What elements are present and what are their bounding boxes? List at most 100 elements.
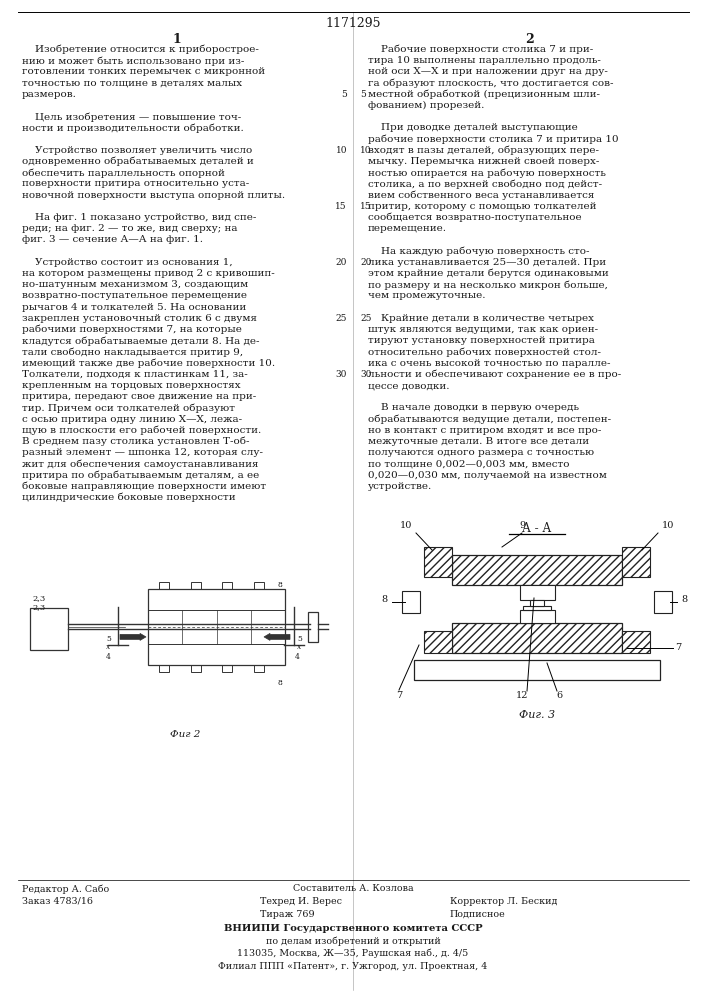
Text: размеров.: размеров.	[22, 90, 77, 99]
Text: 30: 30	[360, 370, 371, 379]
Text: столика, а по верхней свободно под дейст-: столика, а по верхней свободно под дейст…	[368, 179, 602, 189]
Bar	[223, 665, 233, 672]
Text: Заказ 4783/16: Заказ 4783/16	[22, 897, 93, 906]
Text: Подписное: Подписное	[450, 910, 506, 919]
Text: 12: 12	[515, 692, 528, 700]
Text: Техред И. Верес: Техред И. Верес	[260, 897, 342, 906]
Text: 2,3: 2,3	[32, 603, 45, 611]
Text: лика устанавливается 25—30 деталей. При: лика устанавливается 25—30 деталей. При	[368, 258, 606, 267]
Text: 10: 10	[662, 521, 674, 530]
Text: Цель изобретения — повышение точ-: Цель изобретения — повышение точ-	[22, 112, 241, 122]
Bar	[254, 665, 264, 672]
Text: 1171295: 1171295	[325, 17, 381, 30]
Text: точностью по толщине в деталях малых: точностью по толщине в деталях малых	[22, 79, 242, 88]
Text: по делам изобретений и открытий: по делам изобретений и открытий	[266, 937, 440, 946]
Text: Филиал ППП «Патент», г. Ужгород, ул. Проектная, 4: Филиал ППП «Патент», г. Ужгород, ул. Про…	[218, 962, 488, 971]
Text: x: x	[106, 643, 110, 651]
Text: поверхности притира относительно уста-: поверхности притира относительно уста-	[22, 179, 250, 188]
Text: но в контакт с притиром входят и все про-: но в контакт с притиром входят и все про…	[368, 426, 602, 435]
Text: Фиг 2: Фиг 2	[170, 730, 200, 739]
Text: ВНИИПИ Государственного комитета СССР: ВНИИПИ Государственного комитета СССР	[223, 924, 482, 933]
Text: местной обработкой (прецизионным шли-: местной обработкой (прецизионным шли-	[368, 90, 600, 99]
Text: ной оси Х—Х и при наложении друг на дру-: ной оси Х—Х и при наложении друг на дру-	[368, 67, 608, 76]
Text: разный элемент — шпонка 12, которая слу-: разный элемент — шпонка 12, которая слу-	[22, 448, 263, 457]
Text: 10: 10	[336, 146, 347, 155]
Text: одновременно обрабатываемых деталей и: одновременно обрабатываемых деталей и	[22, 157, 254, 166]
Text: но-шатунным механизмом 3, создающим: но-шатунным механизмом 3, создающим	[22, 280, 248, 289]
Text: притир, которому с помощью толкателей: притир, которому с помощью толкателей	[368, 202, 597, 211]
Text: готовлении тонких перемычек с микронной: готовлении тонких перемычек с микронной	[22, 67, 265, 76]
Text: тируют установку поверхностей притира: тируют установку поверхностей притира	[368, 336, 595, 345]
Text: обеспечить параллельность опорной: обеспечить параллельность опорной	[22, 168, 225, 178]
Text: 9: 9	[519, 521, 525, 530]
Text: В начале доводки в первую очередь: В начале доводки в первую очередь	[368, 403, 579, 412]
Text: ика с очень высокой точностью по паралле-: ика с очень высокой точностью по паралле…	[368, 359, 611, 368]
Text: цилиндрические боковые поверхности: цилиндрические боковые поверхности	[22, 493, 235, 502]
Text: тир. Причем оси толкателей образуют: тир. Причем оси толкателей образуют	[22, 403, 235, 413]
Text: Изобретение относится к приборострое-: Изобретение относится к приборострое-	[22, 45, 259, 54]
Text: тира 10 выполнены параллельно продоль-: тира 10 выполнены параллельно продоль-	[368, 56, 601, 65]
Text: ностью опирается на рабочую поверхность: ностью опирается на рабочую поверхность	[368, 168, 606, 178]
Text: x: x	[297, 643, 301, 651]
Text: 5: 5	[297, 635, 302, 643]
Text: перемещение.: перемещение.	[368, 224, 447, 233]
Bar	[452, 555, 622, 585]
Text: Тираж 769: Тираж 769	[260, 910, 315, 919]
Text: кладутся обрабатываемые детали 8. На де-: кладутся обрабатываемые детали 8. На де-	[22, 336, 259, 346]
Text: рабочими поверхностями 7, на которые: рабочими поверхностями 7, на которые	[22, 325, 242, 334]
Text: 10: 10	[360, 146, 371, 155]
Text: тали свободно накладывается притир 9,: тали свободно накладывается притир 9,	[22, 347, 243, 357]
Bar	[191, 582, 201, 589]
Text: фованием) прорезей.: фованием) прорезей.	[368, 101, 484, 110]
Bar	[424, 631, 452, 653]
Text: 20: 20	[360, 258, 371, 267]
Bar	[520, 585, 555, 600]
Text: Составитель А. Козлова: Составитель А. Козлова	[293, 884, 414, 893]
Text: ности и производительности обработки.: ности и производительности обработки.	[22, 123, 244, 133]
Text: щую в плоскости его рабочей поверхности.: щую в плоскости его рабочей поверхности.	[22, 426, 262, 435]
Bar	[223, 582, 233, 589]
Text: 1: 1	[173, 33, 182, 46]
Text: 15: 15	[360, 202, 372, 211]
Bar	[414, 660, 660, 680]
Text: жит для обеспечения самоустанавливания: жит для обеспечения самоустанавливания	[22, 459, 259, 469]
Text: 4: 4	[105, 653, 110, 661]
Bar	[622, 631, 650, 653]
Text: А - А: А - А	[522, 522, 551, 535]
Text: В среднем пазу столика установлен Т-об-: В среднем пазу столика установлен Т-об-	[22, 437, 250, 446]
Text: 5: 5	[341, 90, 347, 99]
Text: Редактор А. Сабо: Редактор А. Сабо	[22, 884, 110, 894]
Text: 113035, Москва, Ж—35, Раушская наб., д. 4/5: 113035, Москва, Ж—35, Раушская наб., д. …	[238, 949, 469, 958]
Text: На каждую рабочую поверхность сто-: На каждую рабочую поверхность сто-	[368, 247, 590, 256]
Bar	[30, 608, 68, 650]
Text: 6: 6	[556, 692, 562, 700]
Text: на котором размещены привод 2 с кривошип-: на котором размещены привод 2 с кривошип…	[22, 269, 275, 278]
Text: Крайние детали в количестве четырех: Крайние детали в количестве четырех	[368, 314, 594, 323]
Text: крепленным на торцовых поверхностях: крепленным на торцовых поверхностях	[22, 381, 240, 390]
Text: Толкатели, подходя к пластинкам 11, за-: Толкатели, подходя к пластинкам 11, за-	[22, 370, 247, 379]
Bar	[160, 582, 170, 589]
Text: входят в пазы деталей, образующих пере-: входят в пазы деталей, образующих пере-	[368, 146, 599, 155]
Text: 7: 7	[675, 644, 682, 652]
Text: сообщается возвратно-поступательное: сообщается возвратно-поступательное	[368, 213, 582, 223]
Text: рычагов 4 и толкателей 5. На основании: рычагов 4 и толкателей 5. На основании	[22, 303, 246, 312]
Text: 15: 15	[335, 202, 347, 211]
Text: 25: 25	[336, 314, 347, 323]
Text: 0,020—0,030 мм, получаемой на известном: 0,020—0,030 мм, получаемой на известном	[368, 471, 607, 480]
Text: 8: 8	[381, 594, 387, 603]
Text: нию и может быть использовано при из-: нию и может быть использовано при из-	[22, 56, 245, 66]
Text: боковые направляющие поверхности имеют: боковые направляющие поверхности имеют	[22, 482, 266, 491]
Text: 8: 8	[681, 594, 687, 603]
Bar	[523, 605, 551, 610]
Text: Рабочие поверхности столика 7 и при-: Рабочие поверхности столика 7 и при-	[368, 45, 593, 54]
Text: межуточные детали. В итоге все детали: межуточные детали. В итоге все детали	[368, 437, 589, 446]
Text: вием собственного веса устанавливается: вием собственного веса устанавливается	[368, 191, 595, 200]
Text: с осью притира одну линию Х—Х, лежа-: с осью притира одну линию Х—Х, лежа-	[22, 415, 242, 424]
Bar	[191, 665, 201, 672]
Text: 25: 25	[360, 314, 371, 323]
Bar	[622, 547, 650, 577]
Text: относительно рабочих поверхностей стол-: относительно рабочих поверхностей стол-	[368, 347, 601, 357]
Bar	[160, 665, 170, 672]
Bar	[254, 582, 264, 589]
Text: 8: 8	[277, 679, 282, 687]
